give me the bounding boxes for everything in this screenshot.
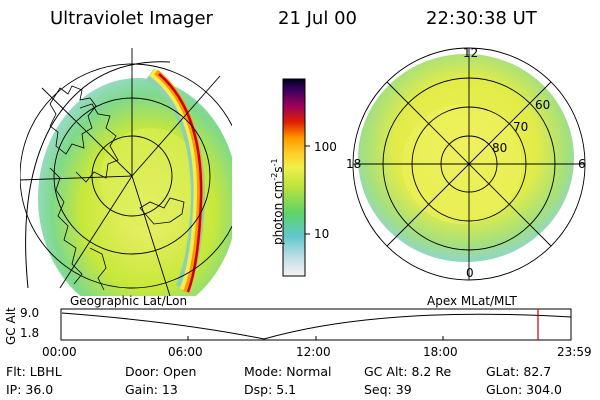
info-gain: Gain: 13	[125, 382, 178, 397]
app-title: Ultraviolet Imager	[50, 8, 213, 29]
colorbar-tick-10: 10	[314, 227, 330, 241]
mlt-label-18: 18	[346, 157, 362, 171]
info-ip: IP: 36.0	[6, 382, 54, 397]
timeline-tick-1: 06:00	[168, 345, 203, 359]
timeline-tick-0: 00:00	[42, 345, 77, 359]
mlt-label-0: 0	[466, 266, 474, 280]
mlat-label-60: 60	[535, 98, 551, 112]
gc-alt-ymin: 1.8	[20, 326, 40, 340]
info-seq: Seq: 39	[364, 382, 412, 397]
timeline-tick-4: 23:59	[557, 345, 592, 359]
info-glat: GLat: 82.7	[486, 364, 552, 379]
gc-alt-ymax: 9.0	[20, 306, 40, 320]
info-glon: GLon: 304.0	[486, 382, 562, 397]
timeline-tick-3: 18:00	[423, 345, 458, 359]
mlat-label-80: 80	[492, 141, 508, 155]
mlt-label-12: 12	[463, 46, 479, 60]
mlat-mlt-polar-plot	[352, 47, 586, 281]
apex-caption: Apex MLat/MLT	[427, 294, 517, 308]
intensity-colorbar	[282, 78, 310, 277]
colorbar-unit-label: photon cm-2s-1	[270, 158, 285, 245]
timeline-tick-2: 12:00	[296, 345, 331, 359]
gc-alt-axis-label: GC Alt	[4, 307, 18, 345]
time-label: 22:30:38 UT	[426, 8, 537, 29]
info-door: Door: Open	[125, 364, 197, 379]
info-mode: Mode: Normal	[244, 364, 332, 379]
mlat-label-70: 70	[513, 120, 529, 134]
gc-alt-timeline	[60, 308, 572, 341]
info-dsp: Dsp: 5.1	[244, 382, 297, 397]
date-label: 21 Jul 00	[278, 8, 357, 29]
geographic-caption: Geographic Lat/Lon	[70, 294, 188, 308]
info-gc-alt: GC Alt: 8.2 Re	[364, 364, 452, 379]
mlt-label-6: 6	[578, 157, 586, 171]
geographic-aurora-image	[20, 48, 232, 296]
colorbar-tick-100: 100	[314, 140, 337, 154]
info-filter: Flt: LBHL	[6, 364, 62, 379]
